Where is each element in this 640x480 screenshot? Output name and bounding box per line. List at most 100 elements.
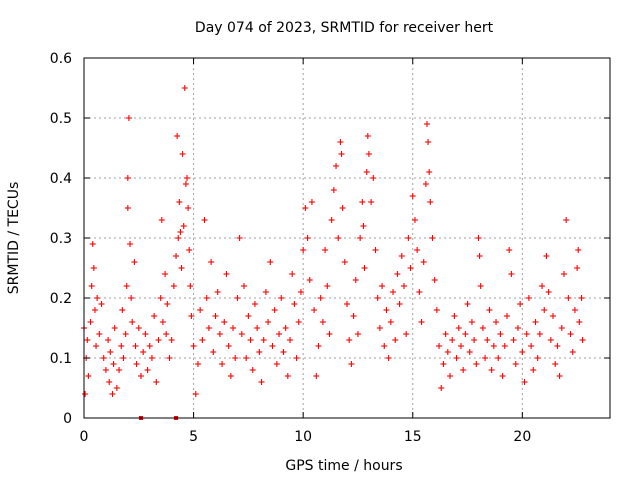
- data-point: [360, 223, 367, 229]
- data-point: [158, 217, 165, 223]
- data-point: [284, 373, 291, 379]
- data-point: [153, 379, 160, 385]
- data-point: [273, 361, 280, 367]
- data-point: [328, 217, 335, 223]
- data-point: [188, 313, 195, 319]
- data-point: [142, 331, 149, 337]
- data-point: [385, 355, 392, 361]
- data-point: [280, 349, 287, 355]
- data-point: [556, 373, 563, 379]
- data-point: [106, 379, 113, 385]
- data-point: [532, 319, 539, 325]
- data-point: [128, 295, 135, 301]
- data-point: [293, 355, 300, 361]
- data-point: [569, 349, 576, 355]
- y-tick-label: 0.1: [50, 351, 72, 367]
- data-point: [363, 169, 370, 175]
- data-point: [506, 247, 513, 253]
- data-point: [100, 355, 107, 361]
- data-point: [148, 355, 155, 361]
- data-point: [315, 343, 322, 349]
- data-point: [422, 181, 429, 187]
- data-point: [493, 319, 500, 325]
- data-point: [554, 343, 561, 349]
- data-point: [186, 247, 193, 253]
- data-point: [129, 319, 136, 325]
- data-point: [192, 391, 199, 397]
- data-point: [418, 319, 425, 325]
- data-point: [350, 313, 357, 319]
- data-point: [579, 337, 586, 343]
- data-point: [508, 271, 515, 277]
- data-point: [517, 301, 524, 307]
- data-point: [534, 355, 541, 361]
- data-point: [543, 253, 550, 259]
- data-point: [457, 343, 464, 349]
- data-point: [409, 193, 416, 199]
- data-point: [449, 337, 456, 343]
- data-point: [488, 367, 495, 373]
- x-tick-label: 5: [189, 429, 198, 445]
- data-point: [333, 163, 340, 169]
- data-point: [464, 301, 471, 307]
- data-point: [221, 319, 228, 325]
- data-point: [125, 115, 132, 121]
- data-point: [359, 199, 366, 205]
- axis-ticks: [83, 57, 610, 419]
- data-point: [151, 313, 158, 319]
- data-point: [113, 385, 120, 391]
- data-point: [289, 271, 296, 277]
- data-point: [495, 355, 502, 361]
- data-point: [182, 181, 189, 187]
- data-point: [234, 295, 241, 301]
- data-point: [177, 229, 184, 235]
- data-point: [344, 301, 350, 307]
- data-point: [201, 217, 208, 223]
- data-point: [223, 271, 230, 277]
- data-point: [144, 367, 151, 373]
- data-point: [110, 361, 117, 367]
- data-point: [254, 325, 261, 331]
- data-point: [326, 331, 333, 337]
- data-point: [539, 283, 546, 289]
- data-points: [81, 85, 586, 397]
- data-point: [462, 331, 469, 337]
- data-point: [313, 373, 320, 379]
- data-point: [157, 295, 164, 301]
- data-point: [407, 265, 414, 271]
- data-point: [453, 355, 460, 361]
- data-point: [354, 331, 361, 337]
- data-point: [379, 283, 386, 289]
- data-point: [416, 289, 423, 295]
- data-point: [571, 307, 578, 313]
- data-point: [411, 217, 418, 223]
- data-point: [278, 295, 285, 301]
- data-point: [82, 391, 89, 397]
- data-point: [451, 313, 458, 319]
- data-point: [225, 343, 232, 349]
- data-point: [484, 337, 491, 343]
- data-point: [317, 295, 324, 301]
- data-point: [473, 361, 480, 367]
- data-point: [216, 331, 223, 337]
- data-point: [431, 277, 438, 283]
- data-point: [175, 235, 182, 241]
- data-point: [214, 289, 221, 295]
- data-point: [249, 367, 256, 373]
- data-point: [179, 151, 186, 157]
- data-point: [475, 235, 482, 241]
- data-point: [578, 295, 585, 301]
- data-point: [208, 259, 215, 265]
- data-point: [512, 361, 519, 367]
- data-point: [541, 307, 548, 313]
- data-point: [119, 307, 126, 313]
- plot-frame: [83, 57, 611, 419]
- grid-lines: [84, 58, 610, 418]
- data-point: [187, 283, 194, 289]
- data-point: [330, 187, 337, 193]
- data-point: [297, 289, 304, 295]
- y-tick-labels: 0 0.1 0.2 0.3 0.4 0.5 0.6: [50, 51, 72, 427]
- data-point: [536, 331, 543, 337]
- data-point: [387, 319, 394, 325]
- data-point: [137, 373, 144, 379]
